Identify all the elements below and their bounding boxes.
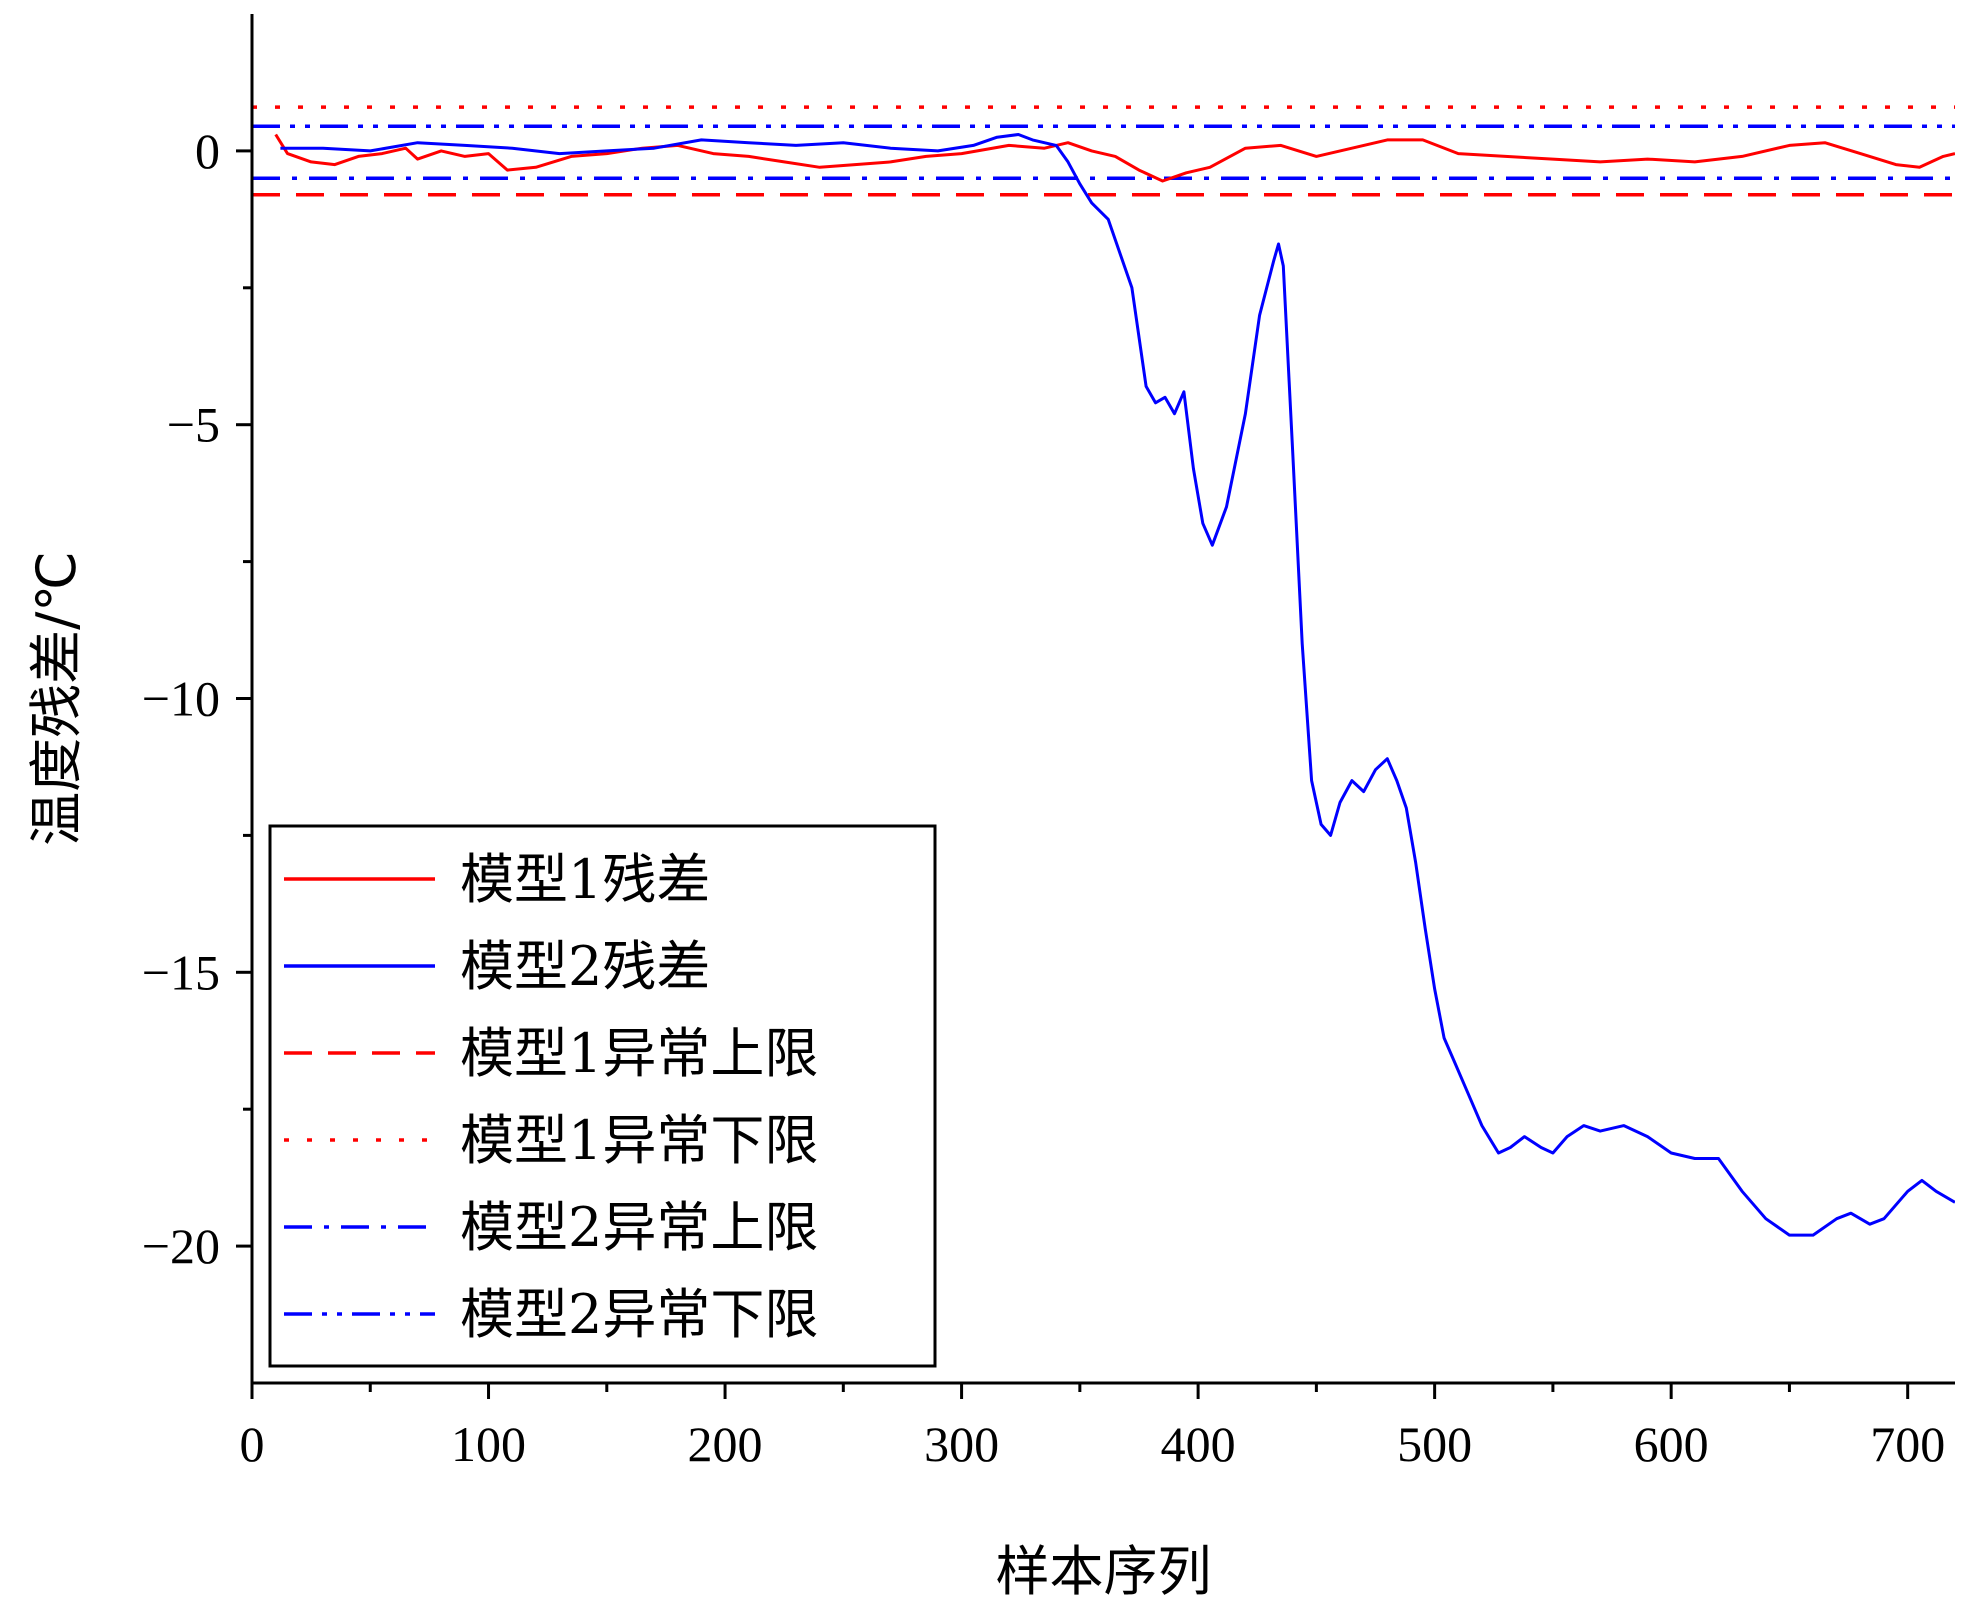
x-tick-label: 700 bbox=[1870, 1416, 1945, 1472]
legend-label-model1-upper-limit: 模型1异常上限 bbox=[460, 1022, 818, 1085]
y-axis-title: 温度残差/℃ bbox=[25, 551, 88, 846]
model1-residual-line bbox=[274, 133, 1955, 183]
y-tick-label: −20 bbox=[142, 1218, 220, 1274]
x-tick-label: 300 bbox=[924, 1416, 999, 1472]
legend-label-model1-lower-limit: 模型1异常下限 bbox=[460, 1109, 818, 1172]
legend-label-model2-lower-limit: 模型2异常下限 bbox=[460, 1283, 818, 1346]
x-tick-label: 200 bbox=[688, 1416, 763, 1472]
y-tick-label: −10 bbox=[142, 671, 220, 727]
x-tick-label: 0 bbox=[240, 1416, 265, 1472]
x-tick-label: 500 bbox=[1397, 1416, 1472, 1472]
x-tick-label: 600 bbox=[1634, 1416, 1709, 1472]
legend-box bbox=[268, 824, 937, 1368]
y-tick-label: −15 bbox=[142, 944, 220, 1000]
legend-label-model2-residual: 模型2残差 bbox=[460, 935, 710, 998]
legend-label-model2-upper-limit: 模型2异常上限 bbox=[460, 1196, 818, 1259]
x-tick-label: 400 bbox=[1161, 1416, 1236, 1472]
x-axis-title: 样本序列 bbox=[996, 1540, 1212, 1601]
y-tick-label: 0 bbox=[195, 123, 220, 179]
axes: 0 100 200 300 400 500 600 700 0 −5 −10 −15 −20 bbox=[142, 14, 1955, 1472]
y-tick-label: −5 bbox=[167, 397, 220, 453]
plot-lines bbox=[252, 105, 1955, 1237]
legend-label-model1-residual: 模型1残差 bbox=[460, 848, 710, 911]
x-tick-label: 100 bbox=[451, 1416, 526, 1472]
model2-residual-line bbox=[280, 133, 1955, 1237]
